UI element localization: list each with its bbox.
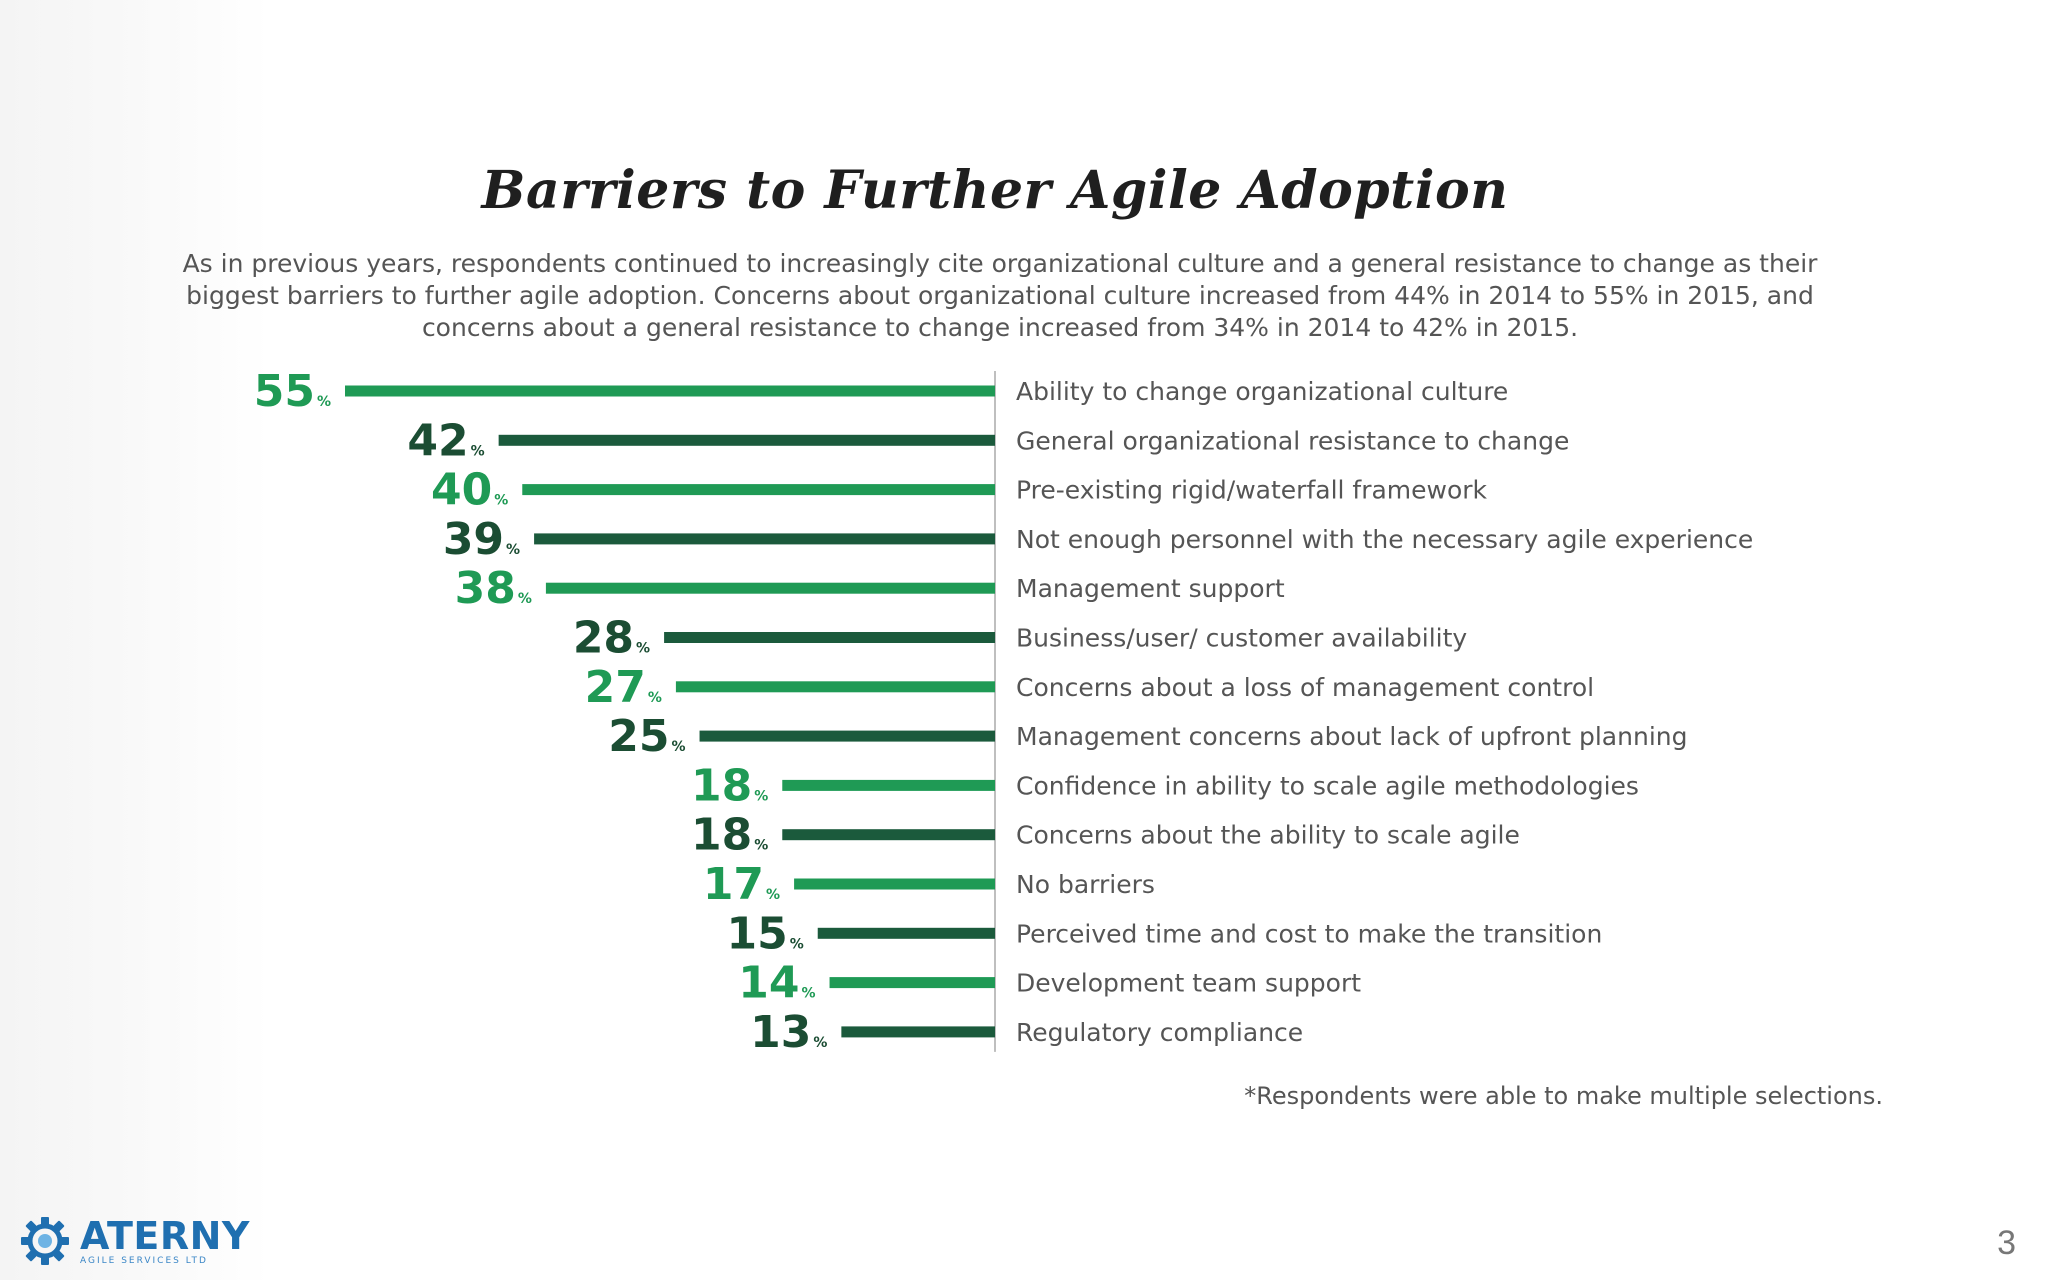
- value-unit: %: [802, 986, 816, 1002]
- bar: [675, 681, 995, 693]
- category-label: Management support: [1016, 574, 1285, 603]
- category-label: Development team support: [1016, 969, 1361, 998]
- bar: [345, 385, 995, 397]
- value-unit: %: [494, 493, 508, 509]
- value-number: 28: [573, 613, 634, 664]
- value-label: 14%: [738, 958, 815, 1009]
- value-label: 39%: [443, 514, 520, 565]
- value-label: 18%: [691, 760, 768, 811]
- gear-logo-icon: [21, 1217, 69, 1265]
- category-label: Concerns about the ability to scale agil…: [1016, 821, 1520, 850]
- bar: [782, 829, 995, 841]
- category-label: Pre-existing rigid/waterfall framework: [1016, 476, 1488, 505]
- value-label: 28%: [573, 613, 650, 664]
- background-shade: [0, 0, 270, 1280]
- value-unit: %: [754, 788, 768, 804]
- value-label: 17%: [703, 859, 780, 910]
- value-unit: %: [754, 838, 768, 854]
- category-label: Management concerns about lack of upfron…: [1016, 722, 1687, 751]
- value-label: 18%: [691, 810, 768, 861]
- value-number: 15: [726, 908, 787, 959]
- value-number: 27: [585, 662, 646, 713]
- value-label: 38%: [455, 563, 532, 614]
- value-number: 40: [431, 465, 492, 516]
- value-label: 25%: [608, 711, 685, 762]
- value-label: 40%: [431, 465, 508, 516]
- bar: [534, 533, 995, 545]
- bar: [794, 878, 995, 890]
- value-unit: %: [471, 443, 485, 459]
- value-number: 18: [691, 810, 752, 861]
- category-label: Perceived time and cost to make the tran…: [1016, 919, 1602, 948]
- value-number: 18: [691, 760, 752, 811]
- value-number: 38: [455, 563, 516, 614]
- category-label: Concerns about a loss of management cont…: [1016, 673, 1594, 702]
- value-unit: %: [790, 936, 804, 952]
- category-label: Regulatory compliance: [1016, 1018, 1303, 1047]
- chart-title: Barriers to Further Agile Adoption: [481, 160, 1509, 221]
- category-label: No barriers: [1016, 870, 1155, 899]
- value-number: 14: [738, 958, 799, 1009]
- bar: [782, 779, 995, 791]
- value-number: 25: [608, 711, 669, 762]
- category-label: Ability to change organizational culture: [1016, 377, 1508, 406]
- bar: [829, 977, 995, 989]
- bar: [545, 582, 995, 594]
- bar: [817, 927, 995, 939]
- company-logo: ATERNY AGILE SERVICES LTD: [18, 1214, 250, 1268]
- category-label: General organizational resistance to cha…: [1016, 426, 1569, 455]
- bar: [699, 730, 995, 742]
- value-label: 42%: [407, 415, 484, 466]
- value-label: 27%: [585, 662, 662, 713]
- bar: [522, 484, 995, 496]
- chart-subtitle: As in previous years, respondents contin…: [182, 249, 1818, 342]
- bar: [664, 632, 995, 643]
- value-number: 42: [407, 415, 468, 466]
- category-label: Not enough personnel with the necessary …: [1016, 525, 1753, 554]
- value-unit: %: [317, 394, 331, 410]
- value-unit: %: [636, 641, 650, 657]
- value-unit: %: [672, 739, 686, 755]
- footnote: *Respondents were able to make multiple …: [1244, 1082, 1883, 1110]
- value-unit: %: [813, 1035, 827, 1051]
- bar-chart: 55% Ability to change organizational cult…: [254, 366, 1754, 1058]
- bar: [498, 434, 995, 446]
- value-unit: %: [648, 690, 662, 706]
- value-number: 55: [254, 366, 315, 417]
- value-label: 15%: [726, 908, 803, 959]
- logo-name: ATERNY: [80, 1213, 250, 1258]
- value-label: 13%: [750, 1007, 827, 1058]
- category-label: Confidence in ability to scale agile met…: [1016, 771, 1639, 800]
- bar: [841, 1026, 995, 1038]
- value-number: 17: [703, 859, 764, 910]
- value-unit: %: [766, 887, 780, 903]
- value-unit: %: [506, 542, 520, 558]
- value-label: 55%: [254, 366, 331, 417]
- logo-tagline: AGILE SERVICES LTD: [80, 1255, 208, 1266]
- page-number: 3: [1997, 1224, 2016, 1262]
- value-unit: %: [518, 591, 532, 607]
- value-number: 39: [443, 514, 504, 565]
- value-number: 13: [750, 1007, 811, 1058]
- category-label: Business/user/ customer availability: [1016, 624, 1467, 653]
